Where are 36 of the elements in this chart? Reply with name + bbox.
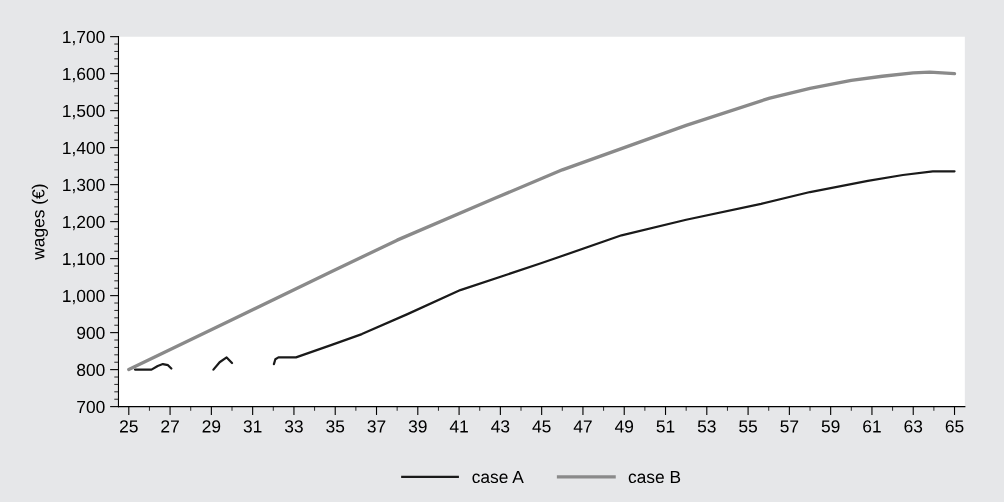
x-tick-label: 37 xyxy=(367,420,386,433)
x-tick-label: 35 xyxy=(326,420,345,433)
legend-label: case B xyxy=(628,470,681,484)
y-tick-label: 1,500 xyxy=(63,104,105,120)
y-tick-label: 1,600 xyxy=(63,67,105,83)
x-tick-label: 41 xyxy=(449,420,468,433)
x-tick-label: 57 xyxy=(780,420,799,433)
y-tick-label: 700 xyxy=(77,400,105,414)
legend-label: case A xyxy=(472,470,524,484)
x-tick-label: 31 xyxy=(243,420,262,433)
x-tick-label: 27 xyxy=(161,420,179,433)
x-tick-label: 49 xyxy=(614,420,634,433)
x-tick-label: 63 xyxy=(904,420,923,433)
y-tick-label: 1,400 xyxy=(63,141,105,157)
x-tick-label: 29 xyxy=(202,420,221,433)
x-tick-label: 61 xyxy=(863,420,881,433)
y-axis-title: wages (€) xyxy=(31,184,48,260)
y-tick-label: 1,300 xyxy=(63,178,105,194)
x-tick-label: 51 xyxy=(656,420,675,433)
x-tick-label: 45 xyxy=(532,420,551,433)
x-tick-label: 47 xyxy=(573,420,592,433)
x-tick-label: 55 xyxy=(739,420,758,433)
x-tick-label: 43 xyxy=(491,420,510,433)
y-tick-label: 1,200 xyxy=(63,215,105,231)
y-tick-label: 1,000 xyxy=(63,289,105,305)
x-tick-label: 59 xyxy=(821,420,840,433)
x-tick-label: 25 xyxy=(120,420,138,433)
y-tick-label: 800 xyxy=(77,363,105,377)
x-tick-label: 65 xyxy=(945,420,964,433)
y-tick-label: 1,100 xyxy=(63,252,105,268)
line-series xyxy=(127,70,957,372)
x-tick-label: 39 xyxy=(408,420,427,433)
y-tick-label: 1,700 xyxy=(63,30,105,46)
x-tick-label: 53 xyxy=(697,420,716,433)
y-tick-label: 900 xyxy=(77,326,105,340)
x-tick-label: 33 xyxy=(284,420,303,433)
